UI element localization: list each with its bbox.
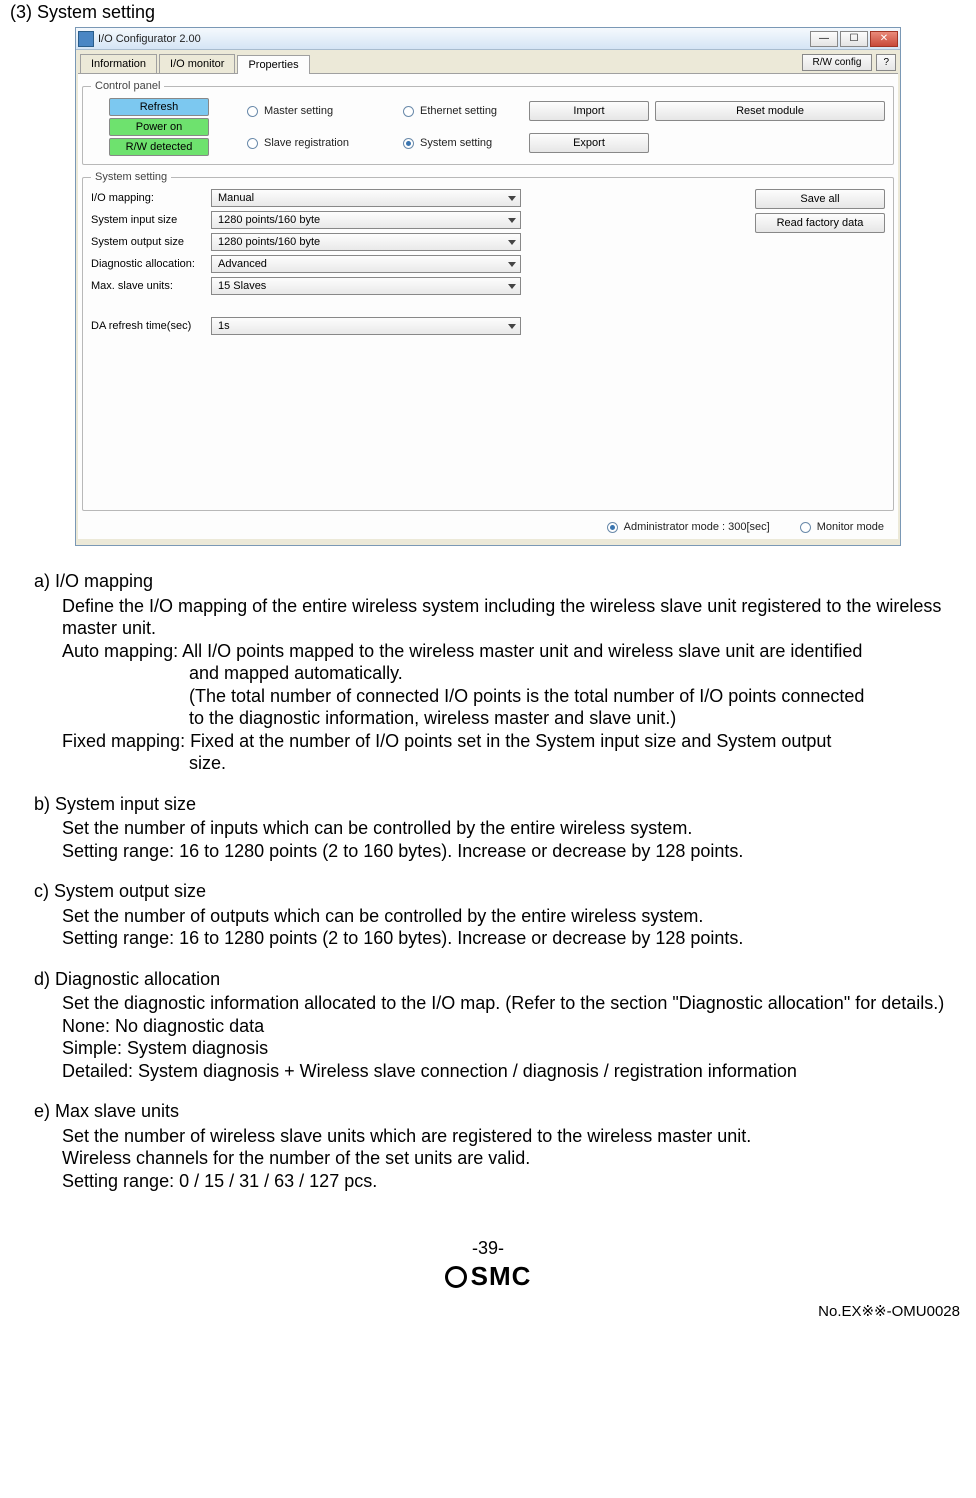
tab-information[interactable]: Information [80,54,157,73]
maximize-button[interactable]: ☐ [840,31,868,47]
rw-config-button[interactable]: R/W config [802,54,873,71]
label-io-mapping: I/O mapping: [91,192,211,204]
head-c: c) System output size [34,880,950,903]
close-button[interactable]: ✕ [870,31,898,47]
label-admin-mode: Administrator mode : 300[sec] [624,521,770,533]
dropdown-da-refresh[interactable]: 1s [211,317,521,335]
dropdown-io-mapping[interactable]: Manual [211,189,521,207]
text-a-p2c: (The total number of connected I/O point… [34,685,950,708]
text-d-p3: Simple: System diagnosis [34,1037,950,1060]
radio-ethernet-setting[interactable] [403,106,414,117]
dropdown-diagnostic[interactable]: Advanced [211,255,521,273]
help-button[interactable]: ? [876,54,896,71]
text-c-p1: Set the number of outputs which can be c… [34,905,950,928]
head-d: d) Diagnostic allocation [34,968,950,991]
radio-admin-mode[interactable] [607,522,618,533]
section-heading: (3) System setting [10,2,966,23]
text-e-p1: Set the number of wireless slave units w… [34,1125,950,1148]
label-da-refresh: DA refresh time(sec) [91,320,211,332]
label-master-setting: Master setting [264,105,333,117]
label-input-size: System input size [91,214,211,226]
text-a-p1: Define the I/O mapping of the entire wir… [34,595,950,640]
radio-monitor-mode[interactable] [800,522,811,533]
smc-logo-text: SMC [471,1261,532,1292]
text-a-p2b: and mapped automatically. [34,662,950,685]
radio-master-setting[interactable] [247,106,258,117]
minimize-button[interactable]: — [810,31,838,47]
text-a-p2a: Auto mapping: All I/O points mapped to t… [34,640,950,663]
text-d-p2: None: No diagnostic data [34,1015,950,1038]
text-a-p3a: Fixed mapping: Fixed at the number of I/… [34,730,950,753]
read-factory-button[interactable]: Read factory data [755,213,885,233]
label-monitor-mode: Monitor mode [817,521,884,533]
label-slave-registration: Slave registration [264,137,349,149]
export-button[interactable]: Export [529,133,649,153]
head-a: a) I/O mapping [34,570,950,593]
dropdown-max-slave[interactable]: 15 Slaves [211,277,521,295]
label-system-setting: System setting [420,137,492,149]
system-setting-legend: System setting [91,171,171,183]
tab-io-monitor[interactable]: I/O monitor [159,54,235,73]
text-a-p2d: to the diagnostic information, wireless … [34,707,950,730]
document-body: a) I/O mapping Define the I/O mapping of… [10,570,966,1192]
text-a-p3b: size. [34,752,950,775]
label-max-slave: Max. slave units: [91,280,211,292]
head-b: b) System input size [34,793,950,816]
label-ethernet-setting: Ethernet setting [420,105,497,117]
text-d-p1: Set the diagnostic information allocated… [34,992,950,1015]
text-b-p2: Setting range: 16 to 1280 points (2 to 1… [34,840,950,863]
text-e-p2: Wireless channels for the number of the … [34,1147,950,1170]
tab-properties[interactable]: Properties [237,55,309,74]
refresh-button[interactable]: Refresh [109,98,209,116]
radio-slave-registration[interactable] [247,138,258,149]
app-window: I/O Configurator 2.00 — ☐ ✕ Information … [75,27,901,546]
app-icon [78,31,94,47]
dropdown-output-size[interactable]: 1280 points/160 byte [211,233,521,251]
page-number: -39- [10,1238,966,1259]
dropdown-input-size[interactable]: 1280 points/160 byte [211,211,521,229]
control-panel-group: Control panel Master setting Ethernet se… [82,80,894,165]
smc-logo-icon [445,1266,467,1288]
titlebar: I/O Configurator 2.00 — ☐ ✕ [76,28,900,50]
control-panel-legend: Control panel [91,80,164,92]
window-title: I/O Configurator 2.00 [98,33,201,45]
page-footer: -39- SMC [10,1238,966,1292]
text-b-p1: Set the number of inputs which can be co… [34,817,950,840]
tabs-row: Information I/O monitor Properties R/W c… [78,52,898,74]
text-c-p2: Setting range: 16 to 1280 points (2 to 1… [34,927,950,950]
system-setting-group: System setting I/O mapping: Manual Syste… [82,171,894,511]
import-button[interactable]: Import [529,101,649,121]
label-diagnostic: Diagnostic allocation: [91,258,211,270]
head-e: e) Max slave units [34,1100,950,1123]
radio-system-setting[interactable] [403,138,414,149]
label-output-size: System output size [91,236,211,248]
reset-module-button[interactable]: Reset module [655,101,885,121]
text-e-p3: Setting range: 0 / 15 / 31 / 63 / 127 pc… [34,1170,950,1193]
rw-detected-status: R/W detected [109,138,209,156]
document-number: No.EX※※-OMU0028 [10,1302,966,1320]
text-d-p4: Detailed: System diagnosis + Wireless sl… [34,1060,950,1083]
save-all-button[interactable]: Save all [755,189,885,209]
power-on-status: Power on [109,118,209,136]
